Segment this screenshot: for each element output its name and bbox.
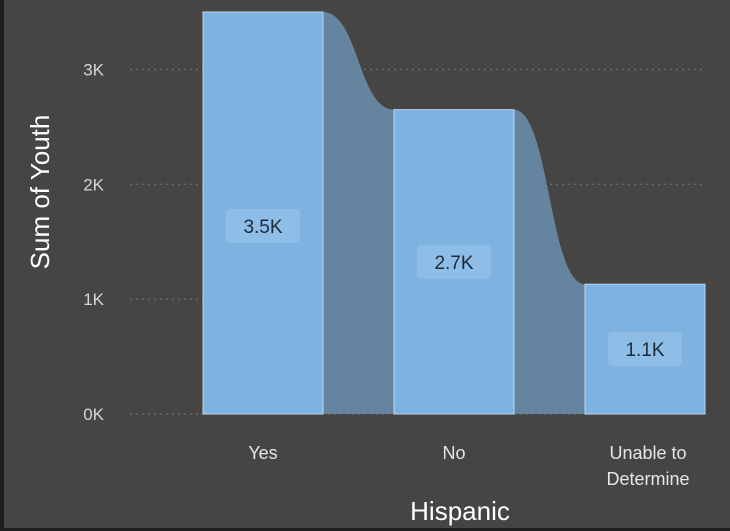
frame-bottom-border [0,528,730,531]
data-labels: 3.5K 2.7K 1.1K [226,208,682,367]
data-label-box [608,332,682,367]
data-label-box [226,208,300,243]
x-axis-title: Hispanic [410,496,510,526]
x-tick-label-line: Unable to [609,443,686,463]
data-label: 3.5K [226,208,300,243]
data-label: 1.1K [608,332,682,367]
ribbon [514,109,585,414]
x-tick-label-line: Determine [606,469,689,489]
x-axis-ticks: Yes No Unable to Determine [248,443,689,489]
data-label-text: 3.5K [243,217,282,238]
ribbons [323,11,585,415]
data-label-text: 1.1K [625,340,664,361]
x-tick-label: No [442,443,465,463]
data-label-text: 2.7K [434,253,473,274]
y-tick-label: 2K [83,175,104,194]
y-tick-label: 3K [83,60,104,79]
x-tick-label-line: No [442,443,465,463]
x-tick-label: Yes [248,443,277,463]
frame-left-border [0,0,4,531]
y-tick-label: 0K [83,405,104,424]
data-label: 2.7K [417,244,491,279]
y-tick-label: 1K [83,290,104,309]
y-axis-ticks: 0K 1K 2K 3K [83,60,104,424]
y-axis-title: Sum of Youth [25,115,55,270]
data-label-box [417,244,491,279]
ribbon [323,11,394,415]
x-tick-label-line: Yes [248,443,277,463]
x-tick-label: Unable to Determine [606,443,689,489]
